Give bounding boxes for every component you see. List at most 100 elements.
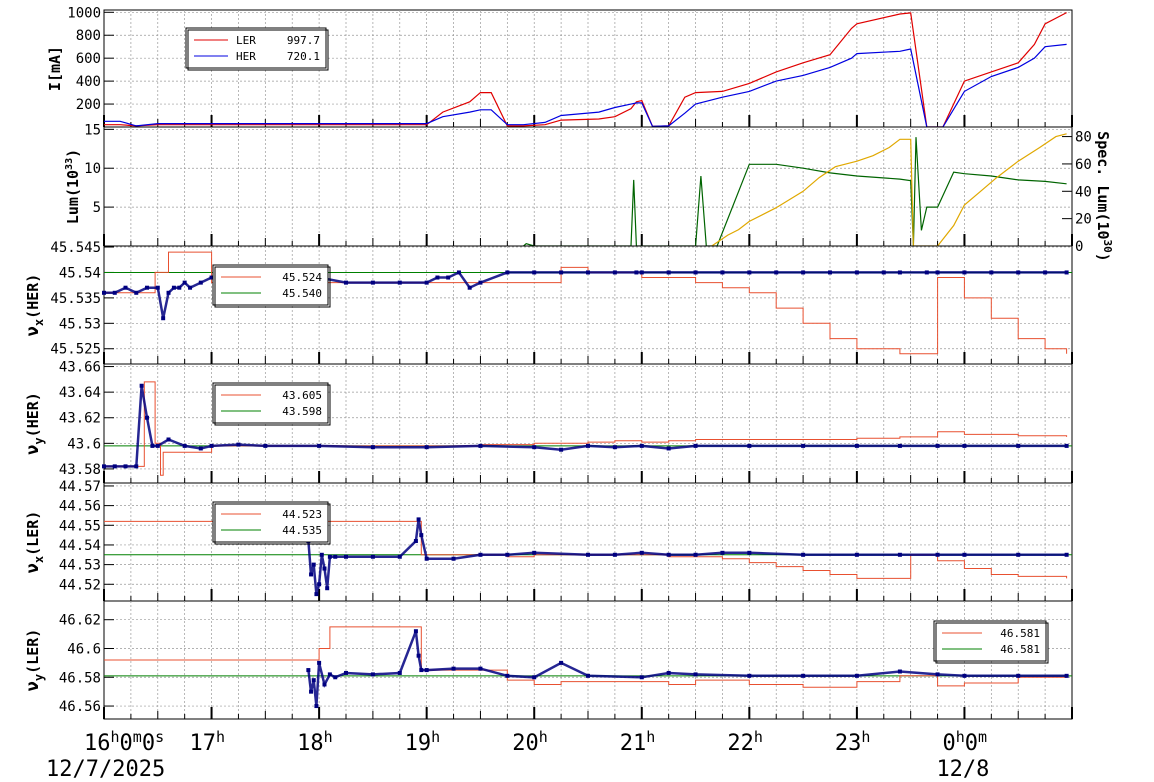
- legend-box: [212, 501, 329, 543]
- measured-point: [1064, 443, 1069, 448]
- series-line-spec-lum: [711, 133, 1067, 247]
- y2-tick-label: 60: [1075, 157, 1092, 173]
- y-tick-label: 200: [76, 97, 101, 113]
- panel-5: 46.56 46.58 46.6 46.62 νy(LER) 46.581 46.581: [23, 600, 1073, 720]
- time-tick-label: 0h0m: [942, 728, 987, 756]
- y2-tick-label: 80: [1075, 130, 1092, 146]
- y-tick-label: 15: [84, 122, 101, 138]
- y-tick-label: 1000: [67, 5, 101, 21]
- y-tick-label: 45.535: [50, 291, 101, 307]
- y-tick-label: 43.64: [59, 385, 101, 401]
- legend-value: 720.1: [287, 50, 320, 63]
- legend-value: 997.7: [287, 34, 320, 47]
- time-tick-label: 17h: [190, 728, 226, 756]
- y-tick-label: 45.545: [50, 240, 101, 256]
- legend-label: LER: [236, 34, 256, 47]
- measured-trace: [307, 519, 1067, 595]
- legend-value: 46.581: [1000, 643, 1040, 656]
- legend-value: 44.523: [282, 508, 322, 521]
- y2-tick-label: 40: [1075, 184, 1092, 200]
- set-value-line: [104, 520, 1068, 579]
- panel-4: 44.52 44.53 44.54 44.55 44.56 44.57 νx(LER) 44.…: [23, 479, 1073, 602]
- legend-value: 43.605: [282, 389, 322, 402]
- legend-value: 44.535: [282, 524, 322, 537]
- panel-2: 45.525 45.53 45.535 45.54 45.545 νx(HER) 45.52…: [23, 240, 1073, 365]
- y-tick-label: 43.58: [59, 462, 101, 478]
- y-tick-label: 45.54: [59, 265, 101, 281]
- set-value-line: [104, 251, 1068, 355]
- y-tick-label: 44.53: [59, 558, 101, 574]
- measured-trace: [307, 630, 1067, 707]
- y-tick-label: 44.56: [59, 499, 101, 515]
- y2-tick-label: 0: [1075, 239, 1083, 255]
- y-tick-label: 43.62: [59, 411, 101, 427]
- y-tick-label: 46.56: [59, 699, 101, 715]
- legend: 46.581 46.581: [933, 620, 1049, 664]
- y-tick-label: 5: [93, 200, 101, 216]
- legend-value: 45.540: [282, 287, 322, 300]
- time-tick-label: 21h: [620, 728, 656, 756]
- y-tick-label: 10: [84, 161, 101, 177]
- measured-trace: [104, 385, 1067, 468]
- legend-shadow: [214, 266, 331, 308]
- time-tick-label: 16h0m0s: [84, 728, 164, 756]
- y-tick-label: 46.62: [59, 613, 101, 629]
- y-axis-label: Lum(1033): [64, 149, 82, 224]
- y-axis-label: I[mA]: [46, 46, 64, 91]
- legend-box: [933, 620, 1047, 662]
- time-tick-label: 18h: [297, 728, 333, 756]
- y-axis-label: νy(LER): [23, 629, 46, 692]
- legend-label: HER: [236, 50, 256, 63]
- legend: 45.524 45.540: [212, 264, 331, 308]
- time-tick-label: 20h: [512, 728, 548, 756]
- time-tick-label: 23h: [835, 728, 871, 756]
- y-tick-label: 600: [76, 51, 101, 67]
- set-value-line: [104, 381, 1068, 476]
- y-tick-label: 43.6: [67, 436, 101, 452]
- time-tick-label: 19h: [405, 728, 441, 756]
- legend-box: [212, 264, 329, 306]
- y-tick-label: 46.58: [59, 670, 101, 686]
- panel-0: 200 400 600 800 1000 I[mA] LER 997.7 HER 720.1: [46, 5, 1073, 128]
- y2-tick-label: 20: [1075, 212, 1092, 228]
- legend: LER 997.7 HER 720.1: [185, 27, 329, 71]
- legend-shadow: [935, 622, 1049, 664]
- legend-value: 43.598: [282, 405, 322, 418]
- y-tick-label: 400: [76, 74, 101, 90]
- y-tick-label: 46.6: [67, 641, 101, 657]
- y-tick-label: 43.66: [59, 360, 101, 376]
- y-axis-label: νy(HER): [23, 392, 46, 455]
- y-axis-label: νx(HER): [23, 274, 46, 337]
- time-axis: 16h0m0s 17h 18h 19h 20h 21h 22h 23h 0h0m 12/7/202…: [46, 728, 989, 782]
- y-tick-label: 44.54: [59, 538, 101, 554]
- y-axis-label: νx(LER): [23, 511, 46, 574]
- time-tick-label: 22h: [727, 728, 763, 756]
- measured-point: [1064, 673, 1069, 678]
- date-label: 12/8: [936, 757, 989, 782]
- y-tick-label: 44.57: [59, 479, 101, 495]
- legend-box: [185, 27, 327, 69]
- legend: 43.605 43.598: [212, 382, 331, 426]
- legend-shadow: [187, 29, 329, 71]
- legend-box: [212, 382, 329, 424]
- y-tick-label: 45.53: [59, 316, 101, 332]
- legend-value: 45.524: [282, 271, 322, 284]
- series-line-lum: [523, 137, 1067, 247]
- legend: 44.523 44.535: [212, 501, 331, 545]
- measured-point: [306, 668, 311, 673]
- y-tick-label: 800: [76, 28, 101, 44]
- measured-trace: [104, 270, 1067, 319]
- set-value-line: [104, 626, 1068, 688]
- y-tick-label: 44.52: [59, 577, 101, 593]
- measured-point: [1064, 552, 1069, 557]
- y-tick-label: 45.525: [50, 342, 101, 358]
- measured-point: [1064, 270, 1069, 275]
- legend-shadow: [214, 384, 331, 426]
- legend-shadow: [214, 503, 331, 545]
- y-tick-label: 44.55: [59, 518, 101, 534]
- legend-value: 46.581: [1000, 627, 1040, 640]
- y2-axis-label: Spec. Lum(1030): [1094, 131, 1114, 262]
